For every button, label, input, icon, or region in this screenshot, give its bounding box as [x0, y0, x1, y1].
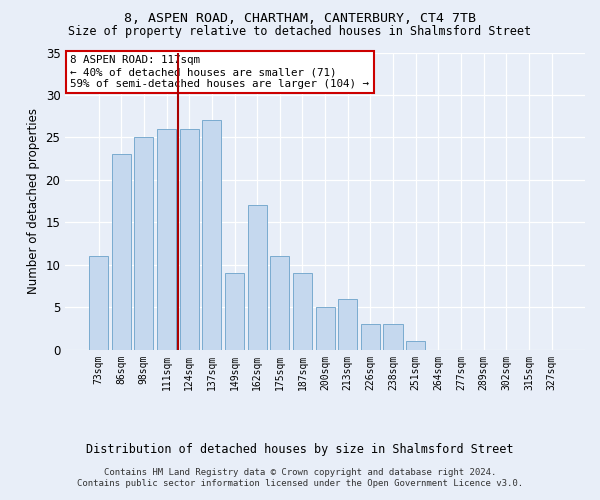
Text: Contains HM Land Registry data © Crown copyright and database right 2024.
Contai: Contains HM Land Registry data © Crown c…	[77, 468, 523, 487]
Bar	[134, 138, 154, 350]
Text: 8 ASPEN ROAD: 117sqm
← 40% of detached houses are smaller (71)
59% of semi-detac: 8 ASPEN ROAD: 117sqm ← 40% of detached h…	[70, 56, 370, 88]
Bar	[248, 206, 267, 350]
Bar	[179, 129, 199, 350]
Bar	[112, 154, 131, 350]
Bar	[293, 274, 312, 350]
Bar	[406, 342, 425, 350]
Text: Size of property relative to detached houses in Shalmsford Street: Size of property relative to detached ho…	[68, 25, 532, 38]
Bar	[225, 274, 244, 350]
Bar	[361, 324, 380, 350]
Bar	[157, 129, 176, 350]
Bar	[202, 120, 221, 350]
Bar	[270, 256, 289, 350]
Bar	[316, 308, 335, 350]
Text: Distribution of detached houses by size in Shalmsford Street: Distribution of detached houses by size …	[86, 442, 514, 456]
Y-axis label: Number of detached properties: Number of detached properties	[27, 108, 40, 294]
Bar	[383, 324, 403, 350]
Bar	[338, 299, 358, 350]
Bar	[89, 256, 108, 350]
Text: 8, ASPEN ROAD, CHARTHAM, CANTERBURY, CT4 7TB: 8, ASPEN ROAD, CHARTHAM, CANTERBURY, CT4…	[124, 12, 476, 26]
